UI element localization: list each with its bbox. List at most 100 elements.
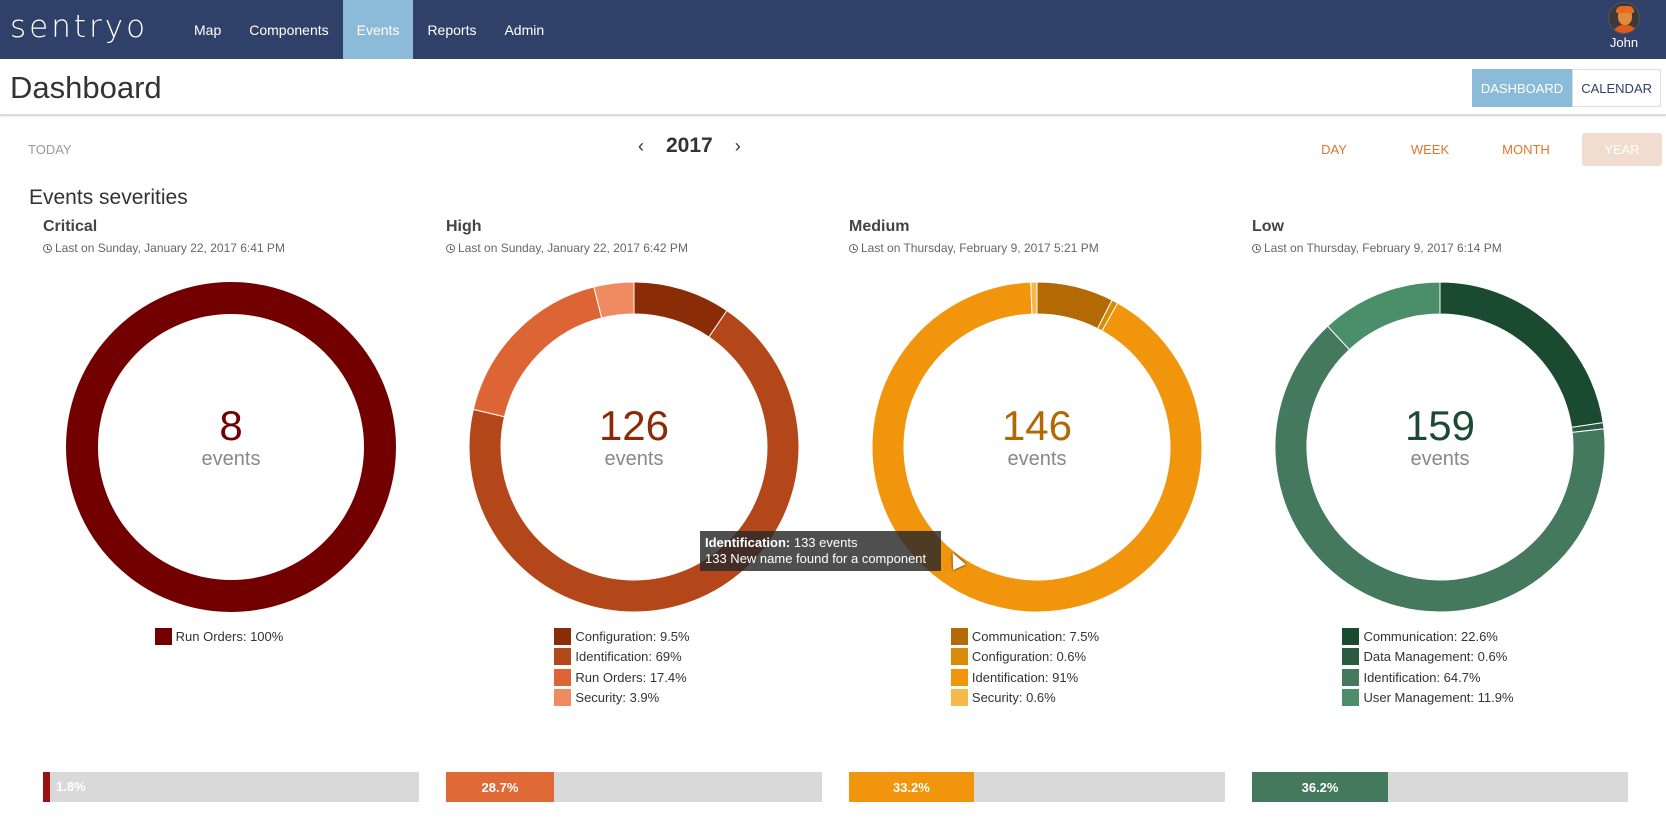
- period-week-button[interactable]: WEEK: [1410, 142, 1450, 157]
- legend-label: Data Management: 0.6%: [1363, 649, 1508, 665]
- section-title: Events severities: [29, 186, 188, 209]
- donut-segment[interactable]: [472, 286, 603, 418]
- legend-item[interactable]: Run Orders: 100%: [154, 626, 283, 647]
- card-title: High: [446, 218, 482, 235]
- donut-segment[interactable]: [633, 282, 728, 338]
- dashboard-view-button[interactable]: DASHBOARD: [1471, 69, 1573, 107]
- legend-label: Identification: 69%: [575, 649, 682, 665]
- legend-swatch: [950, 648, 968, 666]
- avatar-icon[interactable]: [1608, 2, 1640, 34]
- date-navigation-bar: TODAY ‹ 2017 › DAY WEEK MONTH YEAR: [0, 130, 1666, 170]
- severity-share-fill: 28.7%: [446, 772, 554, 802]
- legend-item[interactable]: Configuration: 9.5%: [554, 626, 690, 647]
- period-year-button[interactable]: YEAR: [1582, 133, 1662, 166]
- legend-swatch: [554, 689, 572, 707]
- today-button[interactable]: TODAY: [28, 142, 72, 157]
- nav-item-reports[interactable]: Reports: [427, 21, 477, 38]
- legend-item[interactable]: Run Orders: 17.4%: [554, 667, 689, 688]
- donut-chart[interactable]: [872, 282, 1202, 612]
- legend-item[interactable]: Identification: 64.7%: [1342, 667, 1513, 688]
- legend-item[interactable]: Data Management: 0.6%: [1342, 647, 1513, 668]
- legend-swatch: [154, 627, 172, 645]
- event-count: 126: [598, 402, 670, 449]
- last-event-text: Last on Sunday, January 22, 2017 6:41 PM: [55, 241, 285, 255]
- legend-swatch: [554, 648, 572, 666]
- severity-share-label: 36.2%: [1301, 779, 1339, 795]
- donut-segment[interactable]: [872, 282, 1202, 612]
- calendar-view-button[interactable]: CALENDAR: [1572, 69, 1661, 107]
- legend-swatch: [950, 627, 968, 645]
- severity-share-label: 28.7%: [481, 779, 519, 795]
- event-unit: events: [604, 448, 664, 470]
- nav-item-components[interactable]: Components: [249, 21, 329, 38]
- legend-item[interactable]: Communication: 7.5%: [950, 626, 1100, 647]
- legend-swatch: [1342, 668, 1360, 686]
- card-title: Medium: [849, 218, 910, 235]
- chart-legend: Communication: 22.6% Data Management: 0.6…: [1238, 626, 1618, 708]
- legend-swatch: [554, 668, 572, 686]
- view-toggle: DASHBOARD CALENDAR: [1471, 69, 1661, 107]
- clock-icon: [43, 243, 52, 253]
- last-event-time: Last on Sunday, January 22, 2017 6:41 PM: [43, 241, 285, 255]
- user-menu[interactable]: John: [1604, 2, 1644, 50]
- legend-label: Communication: 7.5%: [971, 628, 1100, 644]
- donut-center: 126 events: [469, 404, 799, 471]
- legend-swatch: [1342, 689, 1360, 707]
- event-unit: events: [201, 448, 261, 470]
- donut-chart[interactable]: [1275, 282, 1605, 612]
- legend-item[interactable]: Security: 0.6%: [950, 688, 1099, 709]
- legend-label: Security: 3.9%: [575, 690, 660, 706]
- nav-item-map[interactable]: Map: [194, 21, 222, 38]
- severity-share-bar: 33.2%: [849, 772, 1225, 802]
- last-event-text: Last on Sunday, January 22, 2017 6:42 PM: [458, 241, 688, 255]
- prev-year-chevron-icon[interactable]: ‹: [638, 135, 644, 156]
- donut-chart[interactable]: [66, 282, 396, 612]
- donut-center: 146 events: [872, 404, 1202, 471]
- donut-chart[interactable]: [469, 282, 799, 612]
- period-day-button[interactable]: DAY: [1321, 142, 1347, 157]
- severity-share-fill: 33.2%: [849, 772, 974, 802]
- event-unit: events: [1007, 448, 1067, 470]
- legend-item[interactable]: Identification: 91%: [950, 667, 1099, 688]
- legend-label: Configuration: 9.5%: [575, 628, 690, 644]
- legend-item[interactable]: Security: 3.9%: [554, 688, 689, 709]
- legend-swatch: [554, 627, 572, 645]
- last-event-text: Last on Thursday, February 9, 2017 6:14 …: [1264, 241, 1502, 255]
- clock-icon: [1252, 243, 1261, 253]
- event-count: 8: [219, 402, 243, 449]
- legend-item[interactable]: Configuration: 0.6%: [950, 647, 1099, 668]
- legend-label: Run Orders: 17.4%: [575, 669, 687, 685]
- nav-item-admin[interactable]: Admin: [504, 21, 545, 38]
- main-nav: Map Components Events Reports Admin: [180, 0, 558, 59]
- donut-segment[interactable]: [66, 282, 396, 612]
- donut-segment[interactable]: [1326, 282, 1441, 351]
- severity-share-fill: 36.2%: [1252, 772, 1389, 802]
- tooltip-value: 133 events: [793, 535, 858, 550]
- legend-item[interactable]: Identification: 69%: [554, 647, 689, 668]
- sentryo-logo[interactable]: sentryo: [10, 9, 149, 45]
- last-event-time: Last on Thursday, February 9, 2017 5:21 …: [849, 241, 1099, 255]
- top-navbar: sentryo Map Components Events Reports Ad…: [0, 0, 1666, 59]
- chart-legend: Communication: 7.5% Configuration: 0.6% Id…: [835, 626, 1215, 708]
- card-title: Low: [1252, 218, 1284, 235]
- severity-share-label: 33.2%: [892, 779, 930, 795]
- period-month-button[interactable]: MONTH: [1502, 142, 1550, 157]
- year-navigator: ‹ 2017 ›: [630, 134, 749, 158]
- event-unit: events: [1410, 448, 1470, 470]
- legend-item[interactable]: Communication: 22.6%: [1342, 626, 1513, 647]
- severity-share-bar: 36.2%: [1252, 772, 1628, 802]
- donut-segment[interactable]: [1275, 325, 1605, 612]
- donut-segment[interactable]: [1030, 282, 1038, 315]
- legend-label: Identification: 64.7%: [1363, 669, 1481, 685]
- nav-item-events[interactable]: Events: [342, 0, 414, 59]
- severity-share-fill: [43, 772, 50, 802]
- legend-item[interactable]: User Management: 11.9%: [1342, 688, 1514, 709]
- next-year-chevron-icon[interactable]: ›: [734, 135, 741, 156]
- page-header: Dashboard DASHBOARD CALENDAR: [0, 59, 1666, 116]
- donut-segment[interactable]: [469, 309, 799, 612]
- card-title: Critical: [43, 218, 98, 235]
- donut-center: 8 events: [66, 404, 396, 471]
- donut-segment[interactable]: [593, 282, 635, 319]
- severity-share-bar: 1.8%: [43, 772, 419, 802]
- legend-swatch: [950, 689, 968, 707]
